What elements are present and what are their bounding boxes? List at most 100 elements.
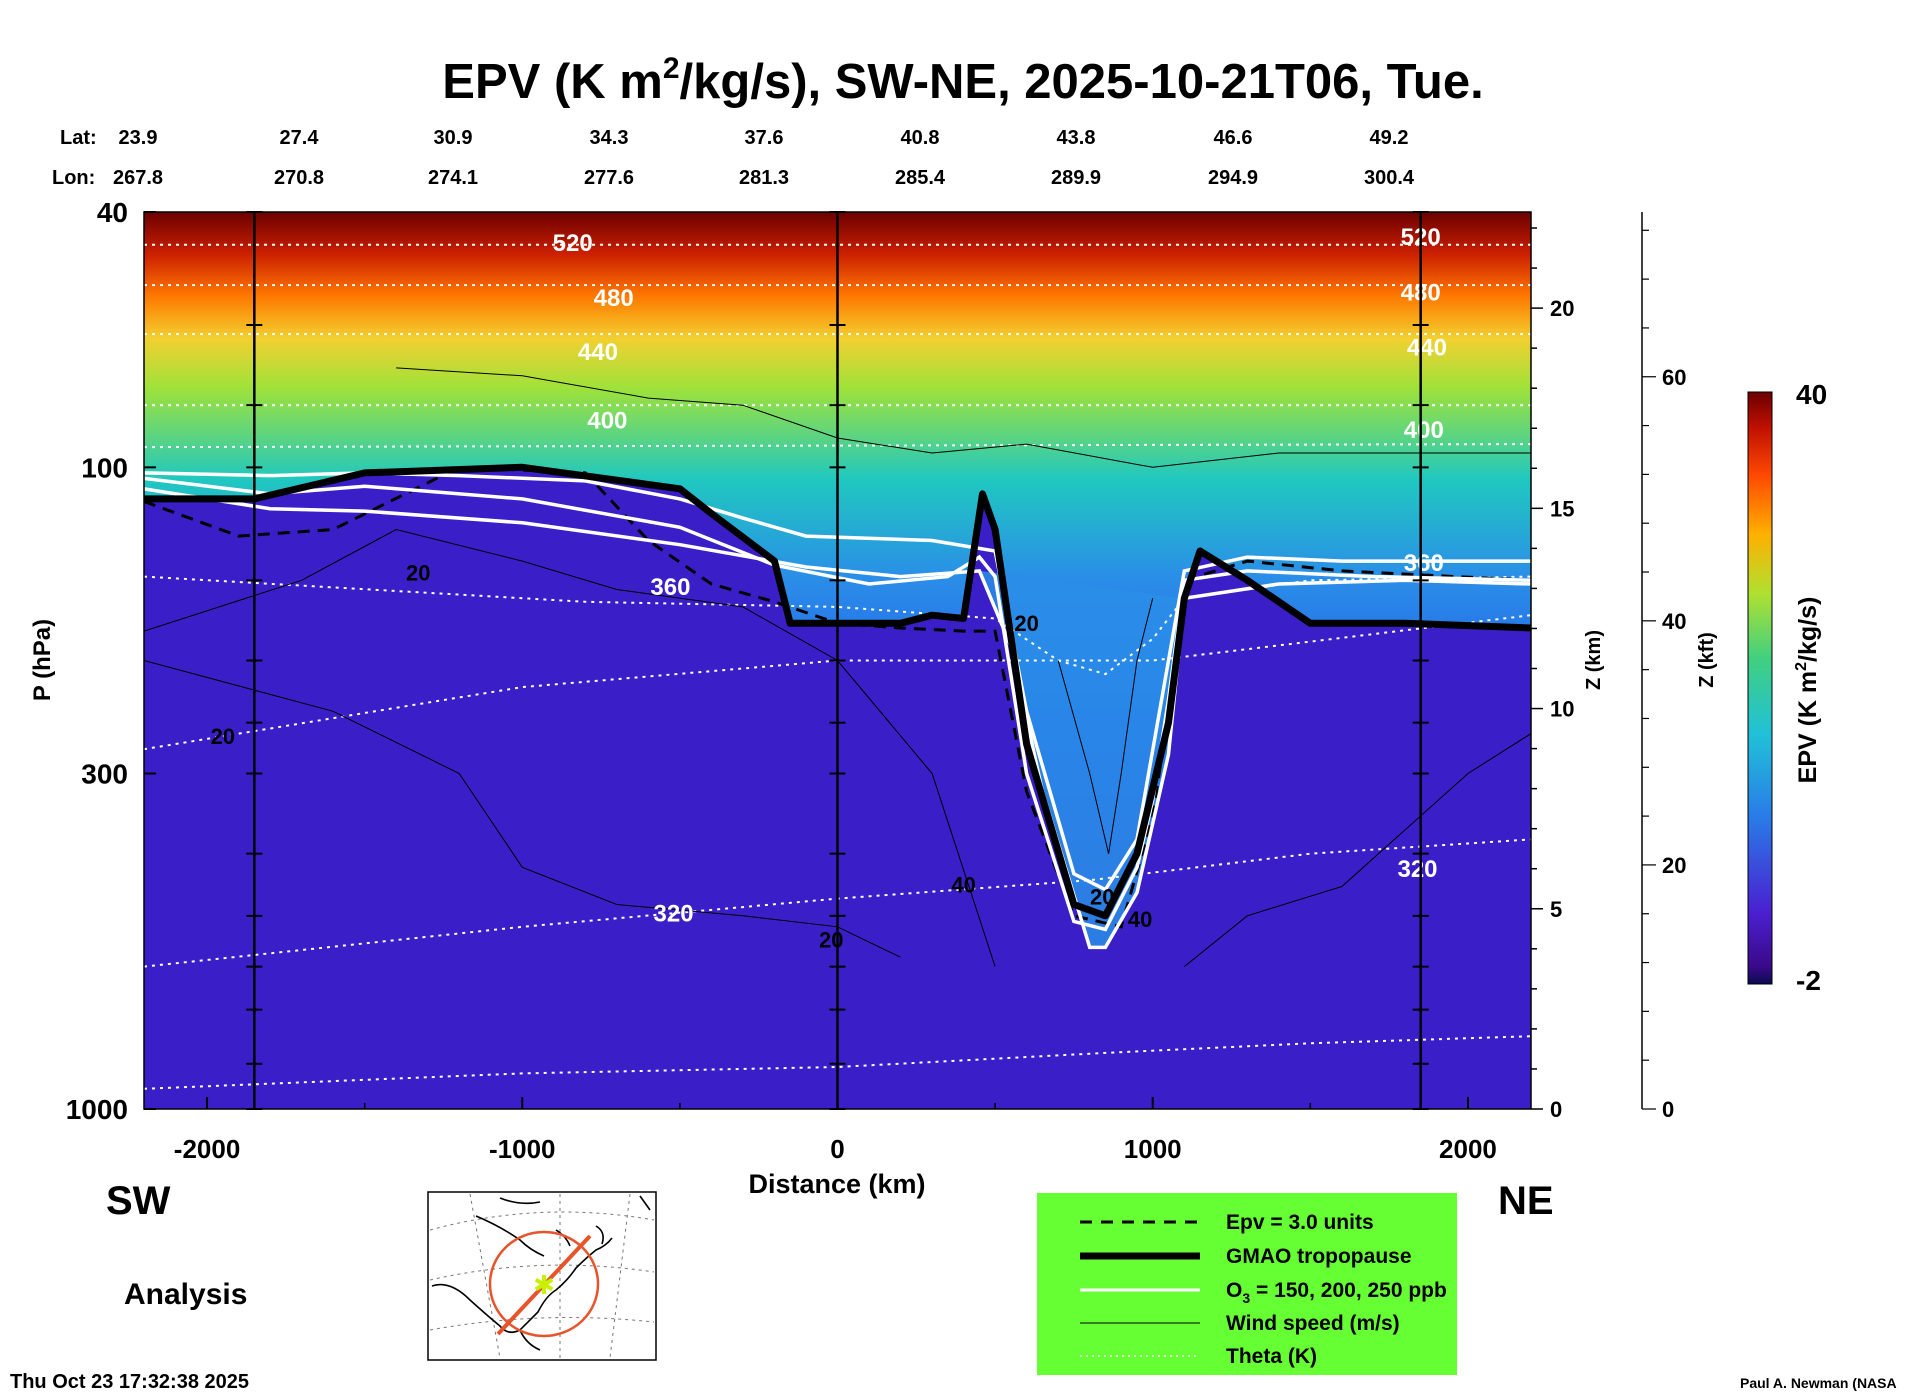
sw-label: SW	[106, 1179, 171, 1223]
lon-value: 300.4	[1364, 167, 1415, 189]
title-post: /kg/s), SW-NE, 2025-10-21T06, Tue.	[680, 55, 1484, 109]
colorbar-label-post: /kg/s)	[1794, 597, 1822, 662]
theta-label: 440	[578, 339, 618, 366]
theta-label: 320	[1397, 856, 1437, 883]
lon-value: 289.9	[1051, 167, 1101, 189]
locator-map: ✱	[427, 1191, 657, 1361]
ne-label: NE	[1498, 1179, 1554, 1223]
theta-line	[144, 614, 1531, 751]
x-axis: -2000 -1000 0 1000 2000	[174, 1097, 1497, 1164]
zkft-tick-label: 40	[1662, 609, 1686, 634]
z-km-label: Z (km)	[1583, 630, 1605, 690]
lat-value: 23.9	[119, 127, 158, 149]
p-tick-label: 1000	[66, 1094, 128, 1125]
lon-value: 274.1	[428, 167, 478, 189]
wind-contour	[1183, 733, 1531, 967]
title-pre: EPV (K m	[442, 55, 663, 109]
lon-label: Lon:	[52, 167, 95, 189]
colorbar-min-label: -2	[1796, 965, 1821, 996]
legend-ozone-sub: 3	[1242, 1290, 1250, 1306]
wind-label: 40	[1128, 907, 1152, 932]
legend-text-wind: Wind speed (m/s)	[1226, 1312, 1400, 1335]
center-star-icon: ✱	[533, 1270, 555, 1300]
wind-label: 20	[1014, 611, 1038, 636]
theta-label: 520	[553, 230, 593, 257]
legend-text-tropopause: GMAO tropopause	[1226, 1245, 1412, 1268]
ozone-contour	[144, 487, 1531, 950]
wind-label: 20	[211, 724, 235, 749]
p-tick-label: 40	[97, 197, 128, 228]
lat-label: Lat:	[60, 127, 97, 149]
lat-value: 37.6	[745, 127, 784, 149]
z-km-axis: 0 5 10 15 20	[1531, 227, 1574, 1122]
colorbar-label-pre: EPV (K m	[1794, 671, 1822, 784]
lon-value: 281.3	[739, 167, 789, 189]
legend-text-ozone: O3 = 150, 200, 250 ppb	[1226, 1279, 1447, 1306]
theta-label: 400	[587, 408, 627, 435]
zkm-tick-label: 10	[1550, 697, 1574, 722]
lat-value: 46.6	[1214, 127, 1253, 149]
lat-value: 27.4	[280, 127, 320, 149]
lon-value: 270.8	[274, 167, 324, 189]
p-tick-label: 100	[81, 452, 128, 483]
colorbar-max-label: 40	[1796, 379, 1827, 410]
z-kft-label: Z (kft)	[1696, 632, 1718, 688]
lon-value: 294.9	[1208, 167, 1258, 189]
wind-label: 20	[406, 560, 430, 585]
theta-label: 480	[594, 285, 634, 312]
wind-contour	[144, 528, 996, 967]
trough-epv-region	[979, 570, 1185, 948]
wind-contour	[144, 660, 901, 958]
x-tick-label: 0	[830, 1134, 844, 1164]
y-axis-label: P (hPa)	[29, 619, 56, 701]
legend: Epv = 3.0 units GMAO tropopause O3 = 150…	[1037, 1193, 1457, 1375]
wind-label: 40	[951, 873, 975, 898]
x-tick-label: 2000	[1439, 1134, 1497, 1164]
legend-text-theta: Theta (K)	[1226, 1345, 1317, 1368]
wind-contour	[396, 367, 1531, 468]
lon-value: 277.6	[584, 167, 634, 189]
zkm-tick-label: 15	[1550, 496, 1574, 521]
epv-3-contour	[144, 465, 1531, 929]
theta-label: 360	[650, 574, 690, 601]
lat-value: 34.3	[590, 127, 629, 149]
zkft-tick-label: 60	[1662, 365, 1686, 390]
pressure-axis: 40 100 300 1000	[66, 197, 156, 1125]
theta-label: 320	[654, 900, 694, 927]
zkft-tick-label: 0	[1662, 1097, 1674, 1122]
zkft-tick-label: 20	[1662, 853, 1686, 878]
chart-title: EPV (K m2/kg/s), SW-NE, 2025-10-21T06, T…	[442, 52, 1483, 109]
legend-ozone-post: = 150, 200, 250 ppb	[1250, 1279, 1447, 1302]
range-ring	[488, 1230, 600, 1338]
colorbar-label: EPV (K m2/kg/s)	[1793, 597, 1822, 784]
reference-lines	[246, 211, 1429, 1110]
theta-label: 360	[1404, 550, 1444, 577]
zkm-tick-label: 5	[1550, 897, 1562, 922]
lat-value: 43.8	[1057, 127, 1096, 149]
lat-value: 40.8	[901, 127, 940, 149]
colorbar-label-sup: 2	[1793, 662, 1810, 671]
p-tick-label: 300	[81, 758, 128, 789]
z-kft-axis: 0 20 40 60	[1641, 212, 1686, 1122]
x-tick-label: 1000	[1124, 1134, 1182, 1164]
zkm-tick-label: 20	[1550, 296, 1574, 321]
lon-value: 285.4	[895, 167, 946, 189]
timestamp: Thu Oct 23 17:32:38 2025	[10, 1371, 249, 1393]
credit: Paul A. Newman (NASA	[1740, 1375, 1897, 1391]
lon-value: 267.8	[113, 167, 163, 189]
legend-text-epv: Epv = 3.0 units	[1226, 1211, 1374, 1234]
tropopause-line	[144, 463, 1531, 920]
zkm-tick-label: 0	[1550, 1097, 1562, 1122]
section-line	[496, 1234, 592, 1336]
wind-label: 20	[1090, 884, 1114, 909]
theta-line	[144, 575, 1531, 676]
lat-value: 49.2	[1370, 127, 1409, 149]
analysis-label: Analysis	[124, 1278, 247, 1311]
x-axis-label: Distance (km)	[748, 1169, 925, 1199]
theta-label: 440	[1407, 335, 1447, 362]
theta-label: 400	[1404, 417, 1444, 444]
lat-value: 30.9	[434, 127, 473, 149]
x-tick-label: -1000	[489, 1134, 556, 1164]
